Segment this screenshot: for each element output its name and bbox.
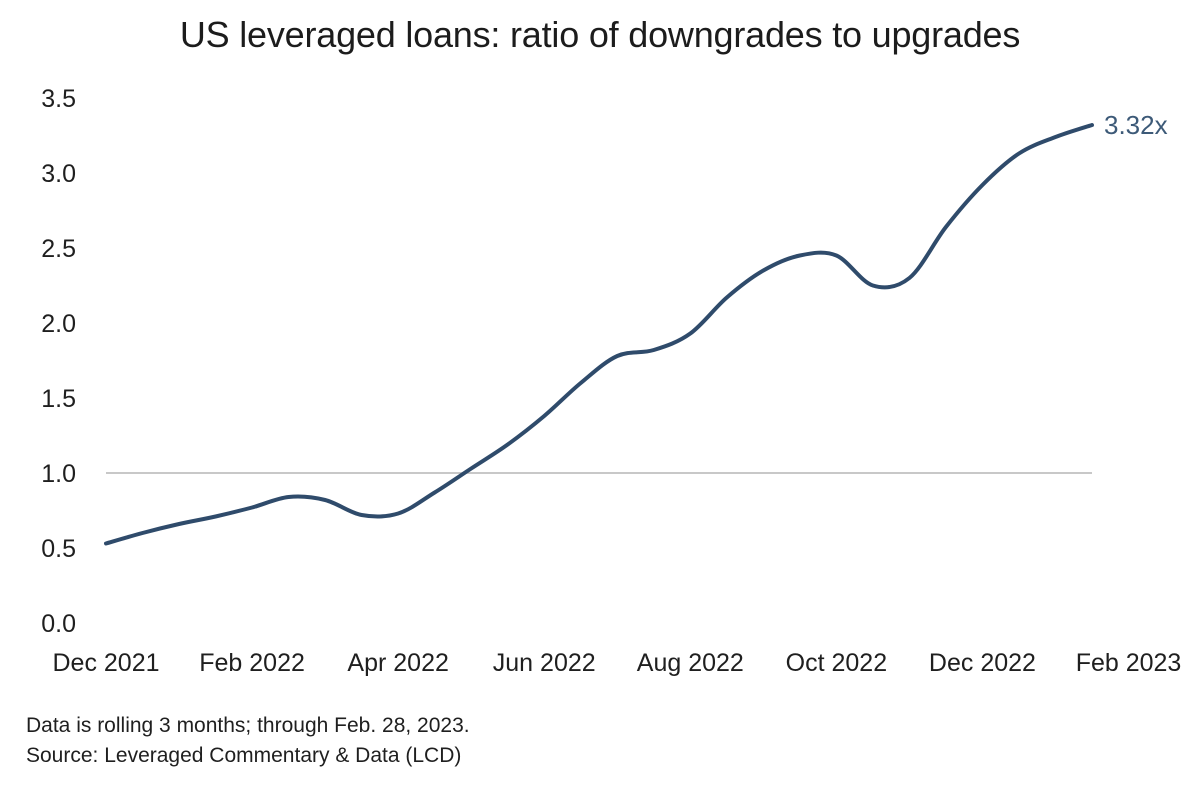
end-value-label: 3.32x xyxy=(1104,110,1168,140)
x-tick-label: Oct 2022 xyxy=(786,649,887,677)
footnote-source: Source: Leveraged Commentary & Data (LCD… xyxy=(26,744,462,767)
y-tick-label: 1.5 xyxy=(41,385,76,413)
y-axis: 0.0 0.5 1.0 1.5 2.0 2.5 3.0 3.5 xyxy=(41,85,76,638)
x-tick-label: Apr 2022 xyxy=(347,649,448,677)
x-tick-label: Dec 2022 xyxy=(929,649,1036,677)
y-tick-label: 3.0 xyxy=(41,160,76,188)
x-axis: Dec 2021 Feb 2022 Apr 2022 Jun 2022 Aug 2022… xyxy=(52,649,1181,677)
series-line xyxy=(104,123,1094,546)
x-tick-label: Feb 2022 xyxy=(199,649,305,677)
x-tick-label: Aug 2022 xyxy=(637,649,744,677)
chart-title: US leveraged loans: ratio of downgrades … xyxy=(179,14,1021,55)
x-tick-label: Feb 2023 xyxy=(1076,649,1182,677)
y-tick-label: 0.0 xyxy=(41,610,76,638)
footnote-data-note: Data is rolling 3 months; through Feb. 2… xyxy=(26,714,470,737)
y-tick-label: 1.0 xyxy=(41,460,76,488)
y-tick-label: 3.5 xyxy=(41,85,76,113)
x-tick-label: Jun 2022 xyxy=(493,649,596,677)
x-tick-label: Dec 2021 xyxy=(52,649,159,677)
y-tick-label: 2.0 xyxy=(41,310,76,338)
y-tick-label: 2.5 xyxy=(41,235,76,263)
footnote: Data is rolling 3 months; through Feb. 2… xyxy=(26,711,470,771)
y-tick-label: 0.5 xyxy=(41,535,76,563)
line-chart: 0.0 0.5 1.0 1.5 2.0 2.5 3.0 3.5 Dec 2021 Feb 202… xyxy=(41,85,1181,677)
